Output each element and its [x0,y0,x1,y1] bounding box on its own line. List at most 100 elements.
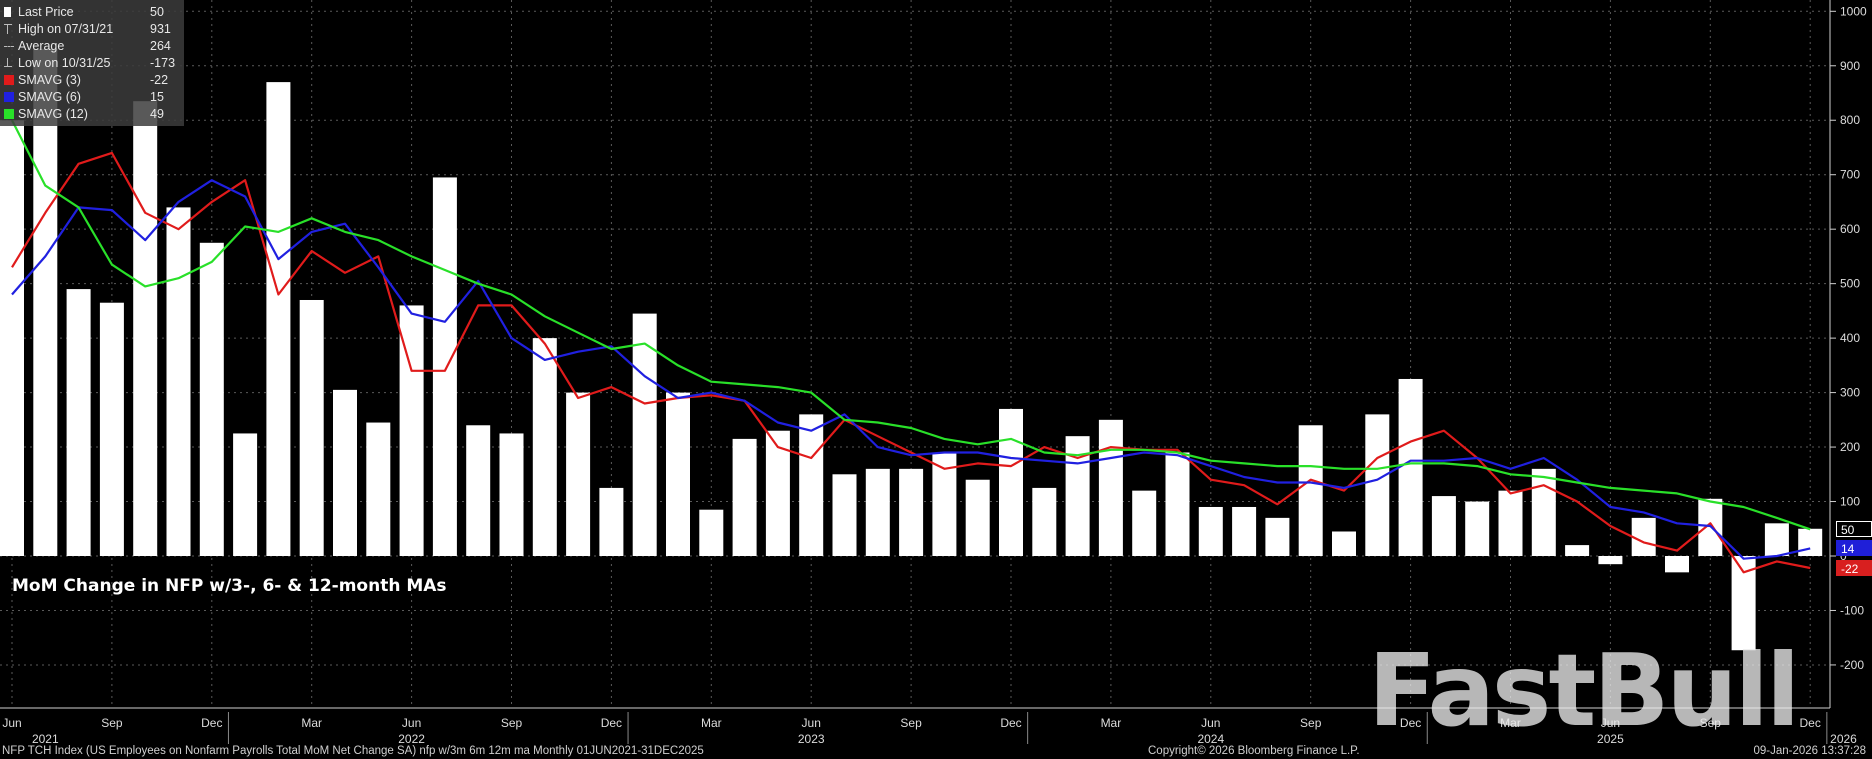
x-tick-label: Sep [1300,716,1322,730]
y-tick-label: 700 [1840,168,1860,182]
bar [1398,378,1423,556]
bar [699,509,724,556]
bar [466,425,491,556]
bar [166,207,191,556]
x-tick-label: Jun [802,716,821,730]
watermark-logo: FastBull [1368,632,1800,749]
x-tick-label: Jun [2,716,21,730]
bar [1631,517,1656,556]
last-value-tag: -22 [1836,559,1872,576]
legend-bar-swatch [4,7,11,17]
x-tick-label: Dec [201,716,222,730]
bar [566,392,591,556]
x-tick-label: Mar [301,716,322,730]
legend-item: Low on 10/31/25 -173 [4,55,180,71]
last-value-tag: 14 [1836,540,1872,557]
footer-timestamp: 09-Jan-2026 13:37:28 [1753,745,1866,757]
x-year-label: 2026 [1830,732,1857,746]
bar [765,430,790,556]
legend-value: 49 [150,107,164,121]
bar [33,48,58,556]
x-year-label: 2022 [398,732,425,746]
legend-value: 50 [150,5,164,19]
y-tick-label: 500 [1840,277,1860,291]
line-smavg-3 [11,151,1811,574]
bar [199,242,224,557]
bar [899,468,924,556]
legend-label: SMAVG (6) [18,90,81,104]
y-tick-label: 600 [1840,222,1860,236]
ma-lines [11,119,1811,574]
footer-description: NFP TCH Index (US Employees on Nonfarm P… [2,745,704,757]
legend-item: SMAVG (12) 49 [4,106,180,122]
bar [233,433,258,556]
legend-label: Last Price [18,5,74,19]
bar [1764,523,1789,556]
legend-value: -173 [150,56,176,70]
legend-high-marker [4,24,12,34]
x-tick-label: Sep [101,716,123,730]
line-smavg-6 [11,179,1811,560]
line-smavg-12 [11,119,1811,531]
x-tick-label: Mar [1101,716,1122,730]
footer: NFP TCH Index (US Employees on Nonfarm P… [0,745,1872,759]
legend-low-marker [4,58,12,67]
legend-label: SMAVG (12) [18,107,88,121]
x-year-label: 2023 [798,732,825,746]
legend-value: -22 [150,73,169,87]
bar [1165,452,1190,556]
x-tick-label: Sep [501,716,523,730]
x-tick-label: Jun [402,716,421,730]
legend-item: SMAVG (3) -22 [4,72,180,88]
bar [1198,506,1223,556]
legend-swatch [4,75,14,85]
bar [1098,419,1123,556]
y-tick-label: 300 [1840,386,1860,400]
y-tick-label: 1000 [1840,4,1867,18]
bar [799,414,824,556]
bar [1498,490,1523,556]
bar [366,422,391,556]
x-tick-label: Dec [1000,716,1021,730]
legend-swatch [4,109,14,119]
x-tick-label: Sep [900,716,922,730]
x-year-label: 2024 [1197,732,1224,746]
x-tick-label: Sep [1700,716,1722,730]
y-tick-label: 100 [1840,495,1860,509]
x-tick-label: Jun [1601,716,1620,730]
bar [1598,556,1623,565]
bar [1365,414,1390,556]
bar [1431,496,1456,556]
legend-label: Average [18,39,65,53]
x-tick-label: Mar [1500,716,1521,730]
bar [1531,468,1556,556]
bars-series [0,48,1823,651]
bar [1665,556,1689,573]
bar [0,120,24,557]
legend-item: Average 264 [4,38,180,54]
footer-copyright: Copyright© 2026 Bloomberg Finance L.P. [1148,745,1360,757]
legend-label: Low on 10/31/25 [18,56,111,70]
legend-value: 264 [150,39,171,53]
bar [865,468,890,556]
bar [299,299,324,556]
bar [999,408,1023,556]
x-year-label: 2025 [1597,732,1624,746]
y-tick-label: 400 [1840,331,1860,345]
bar [1132,490,1157,556]
bar [599,487,624,556]
bar [66,289,91,556]
bar [965,479,990,556]
x-tick-label: Mar [701,716,722,730]
bar [732,438,757,556]
legend: Last Price 50 High on 07/31/21 931 Average 26… [0,0,184,126]
bar [1565,545,1590,556]
legend-label: High on 07/31/21 [18,22,114,36]
legend-item: Last Price 50 [4,4,180,20]
bar [1032,487,1057,556]
bar [333,389,357,556]
legend-value: 15 [150,90,164,104]
x-tick-label: Dec [1800,716,1821,730]
bar [1465,501,1490,556]
